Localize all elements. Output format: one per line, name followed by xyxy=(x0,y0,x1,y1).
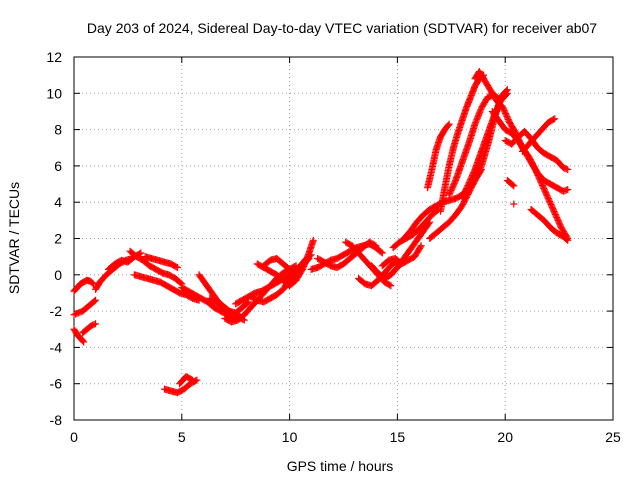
x-tick-label: 25 xyxy=(605,429,621,445)
data-point xyxy=(177,279,185,287)
series-seg-26 xyxy=(378,242,425,270)
series-seg-36 xyxy=(501,127,572,174)
data-point xyxy=(477,166,485,174)
data-point xyxy=(189,376,197,384)
data-point xyxy=(562,165,570,173)
data-point xyxy=(549,115,557,123)
data-point xyxy=(510,182,518,190)
data-point xyxy=(563,235,571,243)
series-seg-40 xyxy=(527,205,572,244)
y-tick-label: 8 xyxy=(54,122,62,138)
data-points xyxy=(70,68,572,397)
data-point xyxy=(509,181,517,189)
series-seg-37 xyxy=(503,176,518,190)
series-seg-20 xyxy=(281,251,315,290)
data-point xyxy=(92,296,100,304)
series-seg-19 xyxy=(260,254,300,273)
y-tick-label: -6 xyxy=(50,376,63,392)
data-point xyxy=(387,282,395,290)
series-seg-39 xyxy=(518,115,559,155)
y-tick-label: 4 xyxy=(54,194,62,210)
x-tick-label: 15 xyxy=(390,429,406,445)
data-point xyxy=(444,121,452,129)
y-tick-label: 12 xyxy=(46,49,62,65)
series-seg-38 xyxy=(510,200,518,208)
series-seg-10 xyxy=(161,376,201,397)
series-seg-35 xyxy=(488,107,572,195)
data-point xyxy=(90,297,98,305)
x-axis-ticks: 0 5 10 15 20 25 xyxy=(70,57,621,445)
series-seg-06 xyxy=(104,249,145,273)
data-point xyxy=(502,90,510,98)
y-axis-ticks: -8 -6 -4 -2 0 2 4 6 8 10 12 xyxy=(46,49,613,428)
data-point xyxy=(79,337,87,345)
data-point xyxy=(371,241,379,249)
y-axis-label: SDTVAR / TECUs xyxy=(6,182,22,294)
series-seg-30 xyxy=(424,120,453,192)
data-point xyxy=(564,185,572,193)
data-point xyxy=(173,264,181,272)
data-point xyxy=(378,249,386,257)
y-tick-label: 6 xyxy=(54,158,62,174)
data-point xyxy=(89,280,97,288)
x-tick-label: 0 xyxy=(70,429,78,445)
y-tick-label: -4 xyxy=(50,339,63,355)
x-tick-label: 5 xyxy=(178,429,186,445)
series-seg-01 xyxy=(70,276,97,295)
y-tick-label: 2 xyxy=(54,231,62,247)
series-seg-31 xyxy=(437,71,488,215)
data-point xyxy=(416,243,424,251)
series-seg-22 xyxy=(314,238,380,272)
y-tick-label: -8 xyxy=(50,412,63,428)
data-point xyxy=(386,281,394,289)
data-point xyxy=(510,200,518,208)
data-point xyxy=(551,115,559,123)
series-seg-11 xyxy=(176,372,197,388)
x-axis-label: GPS time / hours xyxy=(287,458,394,474)
series-seg-07 xyxy=(126,247,186,288)
data-point xyxy=(307,251,315,259)
data-point xyxy=(90,320,98,328)
y-tick-label: -2 xyxy=(50,303,63,319)
data-point xyxy=(309,236,317,244)
data-point xyxy=(564,236,572,244)
data-point xyxy=(372,242,380,250)
data-point xyxy=(417,242,425,250)
data-point xyxy=(503,89,511,97)
series-seg-29 xyxy=(426,166,485,242)
series-seg-03 xyxy=(70,325,88,346)
chart-title: Day 203 of 2024, Sidereal Day-to-day VTE… xyxy=(87,20,597,36)
data-point xyxy=(306,252,314,260)
x-tick-label: 10 xyxy=(282,429,298,445)
data-point xyxy=(92,320,100,328)
x-tick-label: 20 xyxy=(497,429,513,445)
data-point xyxy=(445,120,453,128)
y-tick-label: 10 xyxy=(46,85,62,101)
data-point xyxy=(80,338,88,346)
grid-lines xyxy=(74,57,613,420)
data-point xyxy=(187,375,195,383)
data-point xyxy=(377,248,385,256)
data-point xyxy=(477,167,485,175)
data-point xyxy=(172,263,180,271)
series-seg-09 xyxy=(141,253,181,272)
series-seg-04 xyxy=(79,320,100,337)
data-point xyxy=(562,186,570,194)
series-seg-14 xyxy=(206,294,253,317)
y-tick-label: 0 xyxy=(54,267,62,283)
series-seg-02 xyxy=(70,296,100,319)
data-point xyxy=(564,166,572,174)
series-seg-34 xyxy=(471,68,572,242)
data-point xyxy=(192,377,200,385)
data-point xyxy=(88,279,96,287)
